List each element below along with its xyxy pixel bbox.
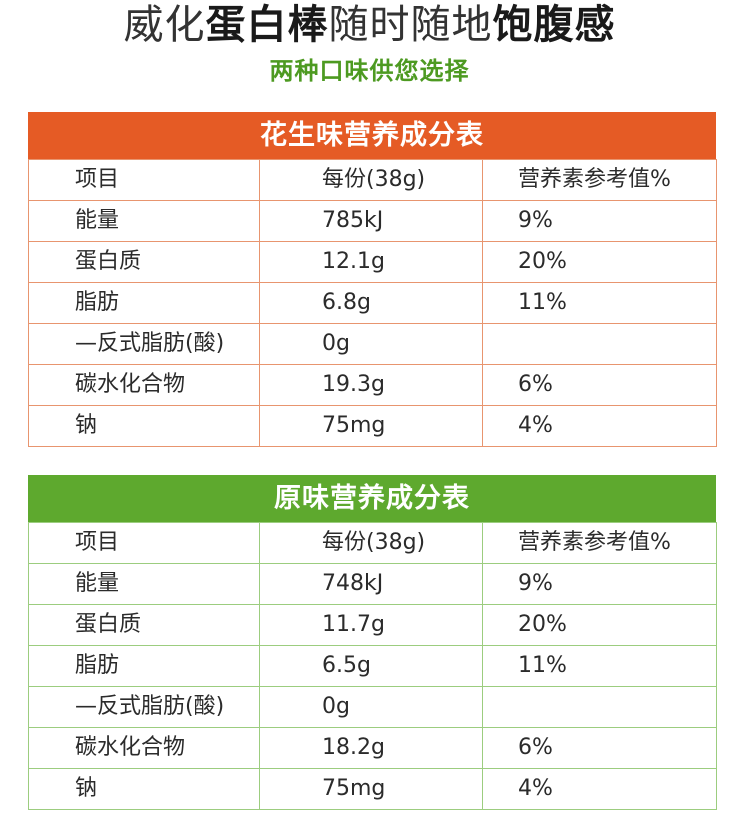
table-row: 脂肪 6.5g 11% <box>28 645 717 687</box>
row-item: 能量 <box>28 563 260 605</box>
row-nrv-value: 9% <box>482 563 717 605</box>
table-row: 蛋白质 11.7g 20% <box>28 604 717 646</box>
row-item: 脂肪 <box>28 282 260 324</box>
table-row: 碳水化合物 19.3g 6% <box>28 364 717 406</box>
row-serving-value: 748kJ <box>259 563 483 605</box>
headline-part-4: 饱腹感 <box>492 2 616 48</box>
headline-part-1: 威化 <box>123 2 206 48</box>
column-header-item: 项目 <box>28 522 260 564</box>
row-serving-value: 75mg <box>259 405 483 447</box>
row-nrv-value: 6% <box>482 727 717 769</box>
row-item: 蛋白质 <box>28 604 260 646</box>
table-row: 能量 748kJ 9% <box>28 563 717 605</box>
column-header-nrv: 营养素参考值% <box>482 522 717 564</box>
column-header-serving: 每份(38g) <box>259 159 483 201</box>
row-item: 能量 <box>28 200 260 242</box>
original-table-grid: 项目 每份(38g) 营养素参考值% 能量 748kJ 9% 蛋白质 11.7g… <box>28 522 717 810</box>
row-nrv-value: 20% <box>482 241 717 283</box>
row-serving-value: 19.3g <box>259 364 483 406</box>
headline-part-2: 蛋白棒 <box>205 2 329 48</box>
peanut-table-title: 花生味营养成分表 <box>28 112 716 159</box>
row-nrv-value: 6% <box>482 364 717 406</box>
table-row: 能量 785kJ 9% <box>28 200 717 242</box>
table-row: 钠 75mg 4% <box>28 405 717 447</box>
headline: 威化蛋白棒随时随地饱腹感 <box>0 0 739 52</box>
row-item: 钠 <box>28 405 260 447</box>
row-serving-value: 18.2g <box>259 727 483 769</box>
row-nrv-value: 4% <box>482 768 717 810</box>
row-serving-value: 75mg <box>259 768 483 810</box>
table-row: 脂肪 6.8g 11% <box>28 282 717 324</box>
row-nrv-value: 9% <box>482 200 717 242</box>
row-nrv-value: 20% <box>482 604 717 646</box>
row-item: —反式脂肪(酸) <box>28 686 260 728</box>
row-nrv-value: 4% <box>482 405 717 447</box>
row-item: 碳水化合物 <box>28 727 260 769</box>
row-item: 碳水化合物 <box>28 364 260 406</box>
column-header-serving: 每份(38g) <box>259 522 483 564</box>
row-serving-value: 11.7g <box>259 604 483 646</box>
table-row: 蛋白质 12.1g 20% <box>28 241 717 283</box>
column-header-nrv: 营养素参考值% <box>482 159 717 201</box>
row-serving-value: 6.5g <box>259 645 483 687</box>
peanut-table-grid: 项目 每份(38g) 营养素参考值% 能量 785kJ 9% 蛋白质 12.1g… <box>28 159 717 447</box>
row-nrv-value: 11% <box>482 645 717 687</box>
table-header-row: 项目 每份(38g) 营养素参考值% <box>28 159 717 201</box>
original-table-title: 原味营养成分表 <box>28 475 716 522</box>
row-item: 钠 <box>28 768 260 810</box>
headline-part-3: 随时随地 <box>328 2 493 48</box>
row-serving-value: 12.1g <box>259 241 483 283</box>
row-serving-value: 785kJ <box>259 200 483 242</box>
table-row: —反式脂肪(酸) 0g <box>28 323 717 365</box>
row-item: —反式脂肪(酸) <box>28 323 260 365</box>
subtitle: 两种口味供您选择 <box>269 57 470 85</box>
table-row: —反式脂肪(酸) 0g <box>28 686 717 728</box>
row-nrv-value <box>482 686 717 728</box>
row-nrv-value: 11% <box>482 282 717 324</box>
row-item: 脂肪 <box>28 645 260 687</box>
row-serving-value: 0g <box>259 323 483 365</box>
row-serving-value: 6.8g <box>259 282 483 324</box>
row-serving-value: 0g <box>259 686 483 728</box>
table-row: 碳水化合物 18.2g 6% <box>28 727 717 769</box>
row-item: 蛋白质 <box>28 241 260 283</box>
peanut-nutrition-table: 花生味营养成分表 项目 每份(38g) 营养素参考值% 能量 785kJ 9% … <box>28 112 717 447</box>
table-header-row: 项目 每份(38g) 营养素参考值% <box>28 522 717 564</box>
row-nrv-value <box>482 323 717 365</box>
original-nutrition-table: 原味营养成分表 项目 每份(38g) 营养素参考值% 能量 748kJ 9% 蛋… <box>28 475 717 810</box>
table-row: 钠 75mg 4% <box>28 768 717 810</box>
column-header-item: 项目 <box>28 159 260 201</box>
